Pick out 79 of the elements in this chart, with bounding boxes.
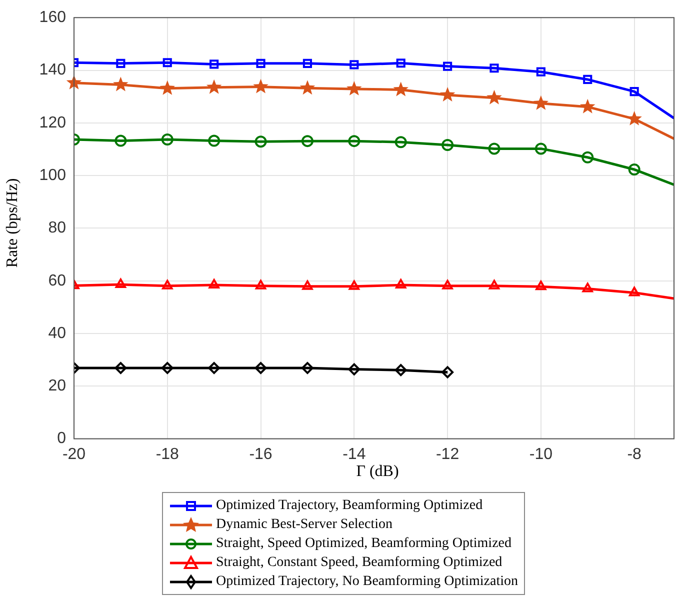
point <box>488 142 500 155</box>
point <box>210 60 219 69</box>
point <box>348 280 360 290</box>
y-tick-label: 140 <box>39 62 66 79</box>
point <box>162 58 172 68</box>
point <box>300 80 316 95</box>
point <box>113 76 128 92</box>
point <box>396 279 406 289</box>
point <box>533 95 549 110</box>
point <box>115 278 126 288</box>
point <box>208 362 220 374</box>
point <box>161 362 174 374</box>
point <box>254 362 267 374</box>
point <box>208 279 220 289</box>
legend-label: Straight, Constant Speed, Beamforming Optimized <box>216 554 502 572</box>
point <box>254 136 267 148</box>
point <box>393 82 408 96</box>
point <box>443 62 452 71</box>
y-tick-label: 80 <box>48 220 66 237</box>
point <box>582 151 594 164</box>
point <box>302 58 312 68</box>
y-tick-label: 20 <box>48 378 66 395</box>
point <box>116 58 126 68</box>
point <box>301 362 314 374</box>
point <box>160 80 175 95</box>
point <box>114 134 127 147</box>
x-tick-label: -16 <box>249 446 272 463</box>
point <box>580 98 596 114</box>
y-axis-title: Rate (bps/Hz) <box>4 177 22 270</box>
point <box>490 64 499 73</box>
point <box>253 78 268 94</box>
point <box>628 286 640 296</box>
point <box>348 363 360 376</box>
point <box>302 280 313 290</box>
point <box>208 134 220 147</box>
point <box>206 79 222 94</box>
y-tick-label: 60 <box>48 272 66 290</box>
y-tick-label: 120 <box>39 114 66 132</box>
point <box>536 67 546 76</box>
y-tick-label: 160 <box>39 9 66 26</box>
legend-label: Optimized Trajectory, No Beamforming Optimization <box>216 573 518 591</box>
x-tick-label: -8 <box>627 446 642 463</box>
x-tick-label: -20 <box>62 446 86 463</box>
y-tick-label: 100 <box>39 166 66 184</box>
point <box>583 74 592 84</box>
point <box>534 142 547 155</box>
x-axis-title: Γ (dB) <box>355 463 400 481</box>
legend-label: Optimized Trajectory, Beamforming Optimized <box>216 497 483 515</box>
point <box>630 87 639 96</box>
point <box>442 280 453 290</box>
x-tick-label: -18 <box>156 446 180 463</box>
x-tick-label: -14 <box>342 446 366 463</box>
point <box>162 280 173 290</box>
point <box>161 133 174 146</box>
point <box>488 280 500 290</box>
point <box>348 135 360 148</box>
legend-label: Dynamic Best-Server Selection <box>216 516 393 534</box>
x-tick-label: -12 <box>436 446 460 463</box>
point <box>442 139 454 152</box>
point <box>442 366 454 378</box>
point <box>256 58 266 68</box>
point <box>346 80 362 96</box>
x-tick-label: -10 <box>529 446 553 463</box>
point <box>628 163 640 176</box>
point <box>440 86 456 102</box>
point <box>301 135 314 148</box>
point <box>394 364 407 376</box>
point <box>255 280 266 290</box>
point <box>626 110 642 126</box>
point <box>486 90 502 104</box>
point <box>350 60 359 70</box>
point <box>394 136 407 148</box>
point <box>582 282 593 292</box>
y-tick-label: 40 <box>48 324 66 342</box>
point <box>114 362 127 374</box>
point <box>536 280 546 290</box>
y-tick-label: 0 <box>57 430 66 448</box>
legend-label: Straight, Speed Optimized, Beamforming Optimized <box>216 535 512 553</box>
point <box>396 58 406 68</box>
